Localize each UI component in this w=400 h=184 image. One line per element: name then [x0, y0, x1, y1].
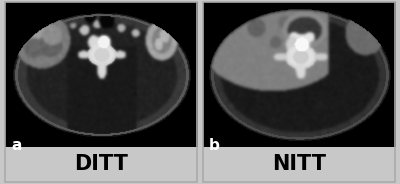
Text: b: b: [208, 138, 219, 153]
Text: DITT: DITT: [74, 154, 128, 174]
Text: NITT: NITT: [272, 154, 326, 174]
Text: a: a: [11, 138, 21, 153]
